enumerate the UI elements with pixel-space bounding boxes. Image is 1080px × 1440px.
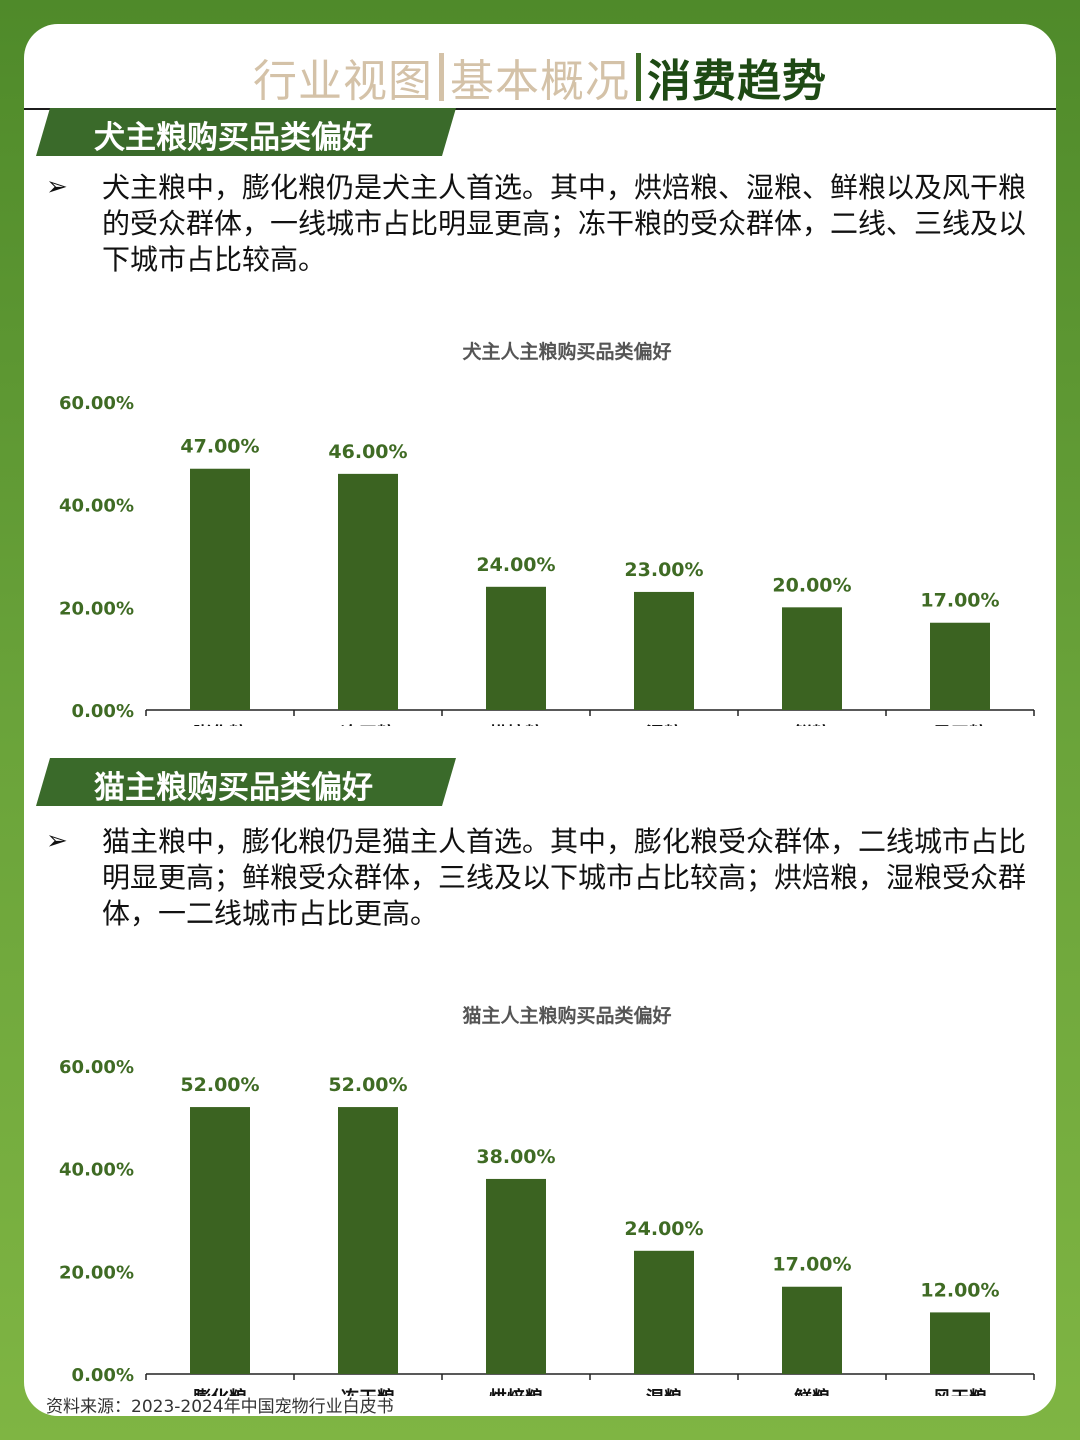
tab-industry-view[interactable]: 行业视图 — [253, 56, 433, 107]
section-banner-cat: 猫主粮购买品类偏好 — [36, 758, 456, 806]
y-tick-label: 40.00% — [59, 496, 134, 517]
bar — [486, 586, 546, 710]
y-tick-label: 0.00% — [72, 701, 134, 722]
y-tick-label: 40.00% — [59, 1160, 134, 1181]
y-tick-label: 60.00% — [59, 393, 134, 414]
data-label: 52.00% — [180, 1074, 259, 1096]
data-label: 12.00% — [920, 1279, 999, 1301]
category-label: 湿粮 — [646, 723, 682, 726]
category-label: 膨化粮 — [192, 723, 247, 726]
category-label: 冻干粮 — [341, 1387, 395, 1396]
bar-chart-dog: 犬主人主粮购买品类偏好 0.00% 20.00% 40.00% 60.00% 47.00%… — [59, 340, 1035, 726]
bar — [930, 622, 990, 710]
bar — [634, 1250, 694, 1374]
data-label: 23.00% — [624, 559, 703, 581]
data-label: 17.00% — [772, 1254, 851, 1276]
tab-consumption-trend[interactable]: 消费趋势 — [647, 56, 827, 107]
header-divider — [24, 108, 1056, 110]
category-label: 风干粮 — [933, 1387, 987, 1396]
y-tick-label: 0.00% — [72, 1365, 134, 1386]
category-label: 烘焙粮 — [489, 723, 543, 726]
category-label: 烘焙粮 — [489, 1387, 543, 1396]
chart-dog: 犬主人主粮购买品类偏好 0.00% 20.00% 40.00% 60.00% 47.00%… — [24, 306, 1056, 726]
y-tick-label: 60.00% — [59, 1057, 134, 1078]
section-title-cat: 猫主粮购买品类偏好 — [94, 770, 373, 806]
data-label: 46.00% — [328, 441, 407, 463]
category-label: 鲜粮 — [794, 1387, 830, 1396]
chart-title: 犬主人主粮购买品类偏好 — [462, 340, 671, 363]
bullet-arrow-icon: ➢ — [46, 826, 68, 856]
bar — [190, 1107, 250, 1374]
chart-title: 猫主人主粮购买品类偏好 — [462, 1004, 671, 1027]
bar-chart-cat: 猫主人主粮购买品类偏好 0.00% 20.00% 40.00% 60.00% 52.00%… — [59, 1004, 1035, 1396]
content-card: 行业视图 基本概况 消费趋势 犬主粮购买品类偏好 ➢ 犬主粮中，膨化粮仍是犬主人… — [24, 24, 1056, 1416]
data-label: 38.00% — [476, 1146, 555, 1168]
y-tick-label: 20.00% — [59, 1262, 134, 1283]
section-title-dog: 犬主粮购买品类偏好 — [94, 120, 373, 156]
category-label: 冻干粮 — [341, 723, 395, 726]
data-label: 20.00% — [772, 574, 851, 596]
data-label: 24.00% — [624, 1218, 703, 1240]
data-label: 52.00% — [328, 1074, 407, 1096]
source-note: 资料来源：2023-2024年中国宠物行业白皮书 — [46, 1397, 394, 1417]
tab-basic-overview[interactable]: 基本概况 — [450, 56, 630, 107]
section-text-dog: 犬主粮中，膨化粮仍是犬主人首选。其中，烘焙粮、湿粮、鲜粮以及风干粮的受众群体，一… — [102, 171, 1027, 276]
bar — [930, 1312, 990, 1374]
y-tick-label: 20.00% — [59, 598, 134, 619]
header-tabs: 行业视图 基本概况 消费趋势 — [24, 46, 1056, 110]
category-label: 风干粮 — [933, 723, 987, 726]
section-banner-dog: 犬主粮购买品类偏好 — [36, 108, 456, 156]
chart-cat: 猫主人主粮购买品类偏好 0.00% 20.00% 40.00% 60.00% 52.00%… — [24, 970, 1056, 1396]
bar — [338, 1107, 398, 1374]
bar — [634, 591, 694, 710]
data-label: 24.00% — [476, 554, 555, 576]
bar — [782, 607, 842, 710]
bar — [190, 468, 250, 710]
bar — [338, 473, 398, 710]
bar — [486, 1178, 546, 1374]
category-label: 湿粮 — [646, 1387, 682, 1396]
tab-separator — [439, 53, 444, 101]
data-label: 17.00% — [920, 590, 999, 612]
category-label: 膨化粮 — [192, 1387, 247, 1396]
category-label: 鲜粮 — [794, 723, 830, 726]
tab-separator — [636, 53, 641, 101]
data-label: 47.00% — [180, 436, 259, 458]
bullet-arrow-icon: ➢ — [46, 172, 68, 202]
section-text-cat: 猫主粮中，膨化粮仍是猫主人首选。其中，膨化粮受众群体，二线城市占比明显更高；鲜粮… — [102, 825, 1027, 930]
bar — [782, 1286, 842, 1374]
